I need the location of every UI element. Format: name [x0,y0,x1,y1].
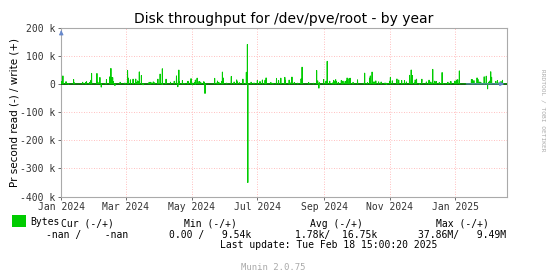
Text: 37.86M/   9.49M: 37.86M/ 9.49M [418,230,507,240]
Text: Munin 2.0.75: Munin 2.0.75 [241,263,306,271]
Text: Max (-/+): Max (-/+) [436,219,488,229]
Text: RRDTOOL / TOBI OETIKER: RRDTOOL / TOBI OETIKER [541,69,546,151]
Text: Last update: Tue Feb 18 15:00:20 2025: Last update: Tue Feb 18 15:00:20 2025 [219,240,437,250]
Text: 0.00 /   9.54k: 0.00 / 9.54k [170,230,252,240]
Text: -nan /    -nan: -nan / -nan [46,230,129,240]
Title: Disk throughput for /dev/pve/root - by year: Disk throughput for /dev/pve/root - by y… [135,12,434,26]
Text: Min (-/+): Min (-/+) [184,219,237,229]
Text: Bytes: Bytes [30,217,60,227]
Text: Avg (-/+): Avg (-/+) [310,219,363,229]
Text: 1.78k/  16.75k: 1.78k/ 16.75k [295,230,377,240]
Text: Cur (-/+): Cur (-/+) [61,219,114,229]
Y-axis label: Pr second read (-) / write (+): Pr second read (-) / write (+) [9,38,19,186]
